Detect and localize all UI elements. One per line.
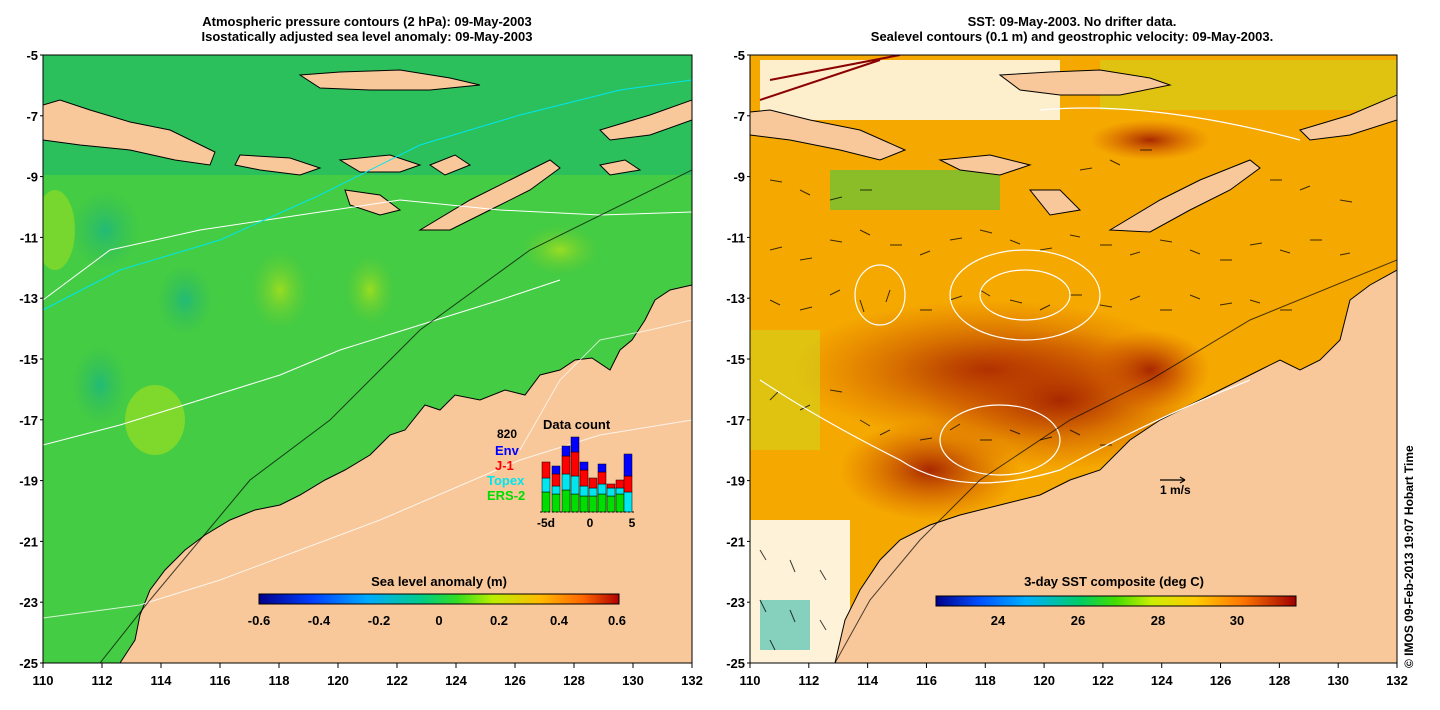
left-colorbar-bar — [258, 593, 620, 605]
left-cb-tick: -0.4 — [308, 613, 331, 628]
left-cb-tick: 0 — [435, 613, 442, 628]
inset-max-label: 820 — [497, 427, 517, 441]
y-tick-label: -5 — [26, 48, 38, 63]
right-title-line1: SST: 09-May-2003. No drifter data. — [967, 14, 1177, 29]
left-title: Atmospheric pressure contours (2 hPa): 0… — [67, 14, 667, 44]
inset-legend-env: Env — [495, 443, 520, 458]
left-y-axis: -5 -7 -9 -11 -13 -15 -17 -19 -21 -23 -25 — [19, 48, 43, 671]
velocity-scale-label: 1 m/s — [1160, 483, 1191, 497]
x-tick-label: 130 — [622, 673, 644, 688]
inset-xtick: 5 — [629, 516, 636, 530]
x-tick-label: 132 — [1386, 673, 1408, 688]
right-colorbar-label: 3-day SST composite (deg C) — [1024, 574, 1204, 589]
y-tick-label: -25 — [726, 656, 745, 671]
x-tick-label: 132 — [681, 673, 703, 688]
left-timor-land — [418, 159, 561, 231]
y-tick-label: -13 — [19, 291, 38, 306]
x-tick-label: 112 — [798, 673, 819, 688]
y-tick-label: -21 — [726, 534, 745, 549]
x-tick-label: 110 — [33, 673, 54, 688]
x-tick-label: 118 — [975, 673, 996, 688]
left-title-line1: Atmospheric pressure contours (2 hPa): 0… — [202, 14, 532, 29]
x-tick-label: 122 — [1092, 673, 1114, 688]
right-map — [750, 55, 1397, 663]
right-cb-tick: 30 — [1230, 613, 1244, 628]
right-cb-tick: 24 — [991, 613, 1006, 628]
right-colorbar: 3-day SST composite (deg C) 24 26 28 30 — [935, 574, 1297, 628]
x-tick-label: 130 — [1327, 673, 1349, 688]
x-tick-label: 114 — [151, 673, 173, 688]
left-cb-tick: -0.6 — [248, 613, 270, 628]
data-count-inset: Data count 820 Env J-1 Topex ERS-2 -5d 0… — [487, 417, 636, 530]
right-colorbar-bar — [935, 595, 1297, 607]
right-australia-land — [834, 269, 1397, 663]
velocity-scale: 1 m/s — [1160, 476, 1191, 497]
x-tick-label: 120 — [1033, 673, 1055, 688]
y-tick-label: -13 — [726, 291, 745, 306]
right-title-line2: Sealevel contours (0.1 m) and geostrophi… — [870, 29, 1274, 44]
inset-xtick: 0 — [587, 516, 594, 530]
y-tick-label: -7 — [26, 109, 38, 124]
right-cb-tick: 26 — [1071, 613, 1085, 628]
y-tick-label: -19 — [19, 474, 38, 489]
left-cb-tick: 0.4 — [550, 613, 569, 628]
left-cb-tick: 0.6 — [608, 613, 626, 628]
x-tick-label: 124 — [445, 673, 467, 688]
x-tick-label: 126 — [504, 673, 526, 688]
y-tick-label: -21 — [19, 534, 38, 549]
y-tick-label: -11 — [20, 230, 38, 245]
x-tick-label: 122 — [386, 673, 408, 688]
right-x-axis: 110 112 114 116 118 120 122 124 126 128 130 132 — [740, 663, 1408, 688]
y-tick-label: -9 — [733, 170, 745, 185]
y-tick-label: -25 — [19, 656, 38, 671]
left-australia-land — [119, 284, 692, 663]
inset-legend-j1: J-1 — [495, 458, 514, 473]
y-tick-label: -23 — [19, 595, 38, 610]
inset-legend-topex: Topex — [487, 473, 525, 488]
velocity-vectors — [759, 149, 1353, 651]
left-map — [43, 55, 692, 663]
left-title-line2: Isostatically adjusted sea level anomaly… — [201, 29, 533, 44]
inset-xtick: -5d — [537, 516, 555, 530]
y-tick-label: -17 — [19, 413, 38, 428]
x-tick-label: 114 — [857, 673, 879, 688]
y-tick-label: -15 — [19, 352, 38, 367]
x-tick-label: 128 — [563, 673, 585, 688]
x-tick-label: 112 — [92, 673, 113, 688]
imos-credit: © IMOS 09-Feb-2013 19:07 Hobart Time — [1402, 445, 1416, 668]
x-tick-label: 120 — [327, 673, 349, 688]
x-tick-label: 118 — [269, 673, 290, 688]
y-tick-label: -17 — [726, 413, 745, 428]
inset-legend-ers2: ERS-2 — [487, 488, 525, 503]
left-cb-tick: 0.2 — [490, 613, 508, 628]
y-tick-label: -9 — [26, 170, 38, 185]
left-colorbar: Sea level anomaly (m) -0.6 -0.4 -0.2 0 0… — [248, 574, 626, 628]
inset-title: Data count — [543, 417, 611, 432]
y-tick-label: -5 — [733, 48, 745, 63]
left-java-land — [43, 99, 216, 166]
right-cb-tick: 28 — [1151, 613, 1165, 628]
inset-bars — [541, 436, 633, 513]
x-tick-label: 110 — [740, 673, 761, 688]
y-tick-label: -23 — [726, 595, 745, 610]
y-tick-label: -19 — [726, 474, 745, 489]
x-tick-label: 124 — [1151, 673, 1173, 688]
x-tick-label: 116 — [916, 673, 937, 688]
x-tick-label: 128 — [1269, 673, 1291, 688]
y-tick-label: -7 — [733, 109, 745, 124]
left-colorbar-ticks: -0.6 -0.4 -0.2 0 0.2 0.4 0.6 — [248, 613, 626, 628]
left-colorbar-label: Sea level anomaly (m) — [371, 574, 507, 589]
left-cb-tick: -0.2 — [368, 613, 390, 628]
y-tick-label: -11 — [727, 230, 745, 245]
right-title: SST: 09-May-2003. No drifter data. Seale… — [772, 14, 1372, 44]
right-y-axis: -5 -7 -9 -11 -13 -15 -17 -19 -21 -23 -25 — [726, 48, 750, 671]
left-x-axis: 110 112 114 116 118 120 122 124 126 128 130 132 — [33, 663, 703, 688]
y-tick-label: -15 — [726, 352, 745, 367]
x-tick-label: 116 — [210, 673, 231, 688]
x-tick-label: 126 — [1210, 673, 1232, 688]
right-timor-land — [1108, 159, 1261, 233]
